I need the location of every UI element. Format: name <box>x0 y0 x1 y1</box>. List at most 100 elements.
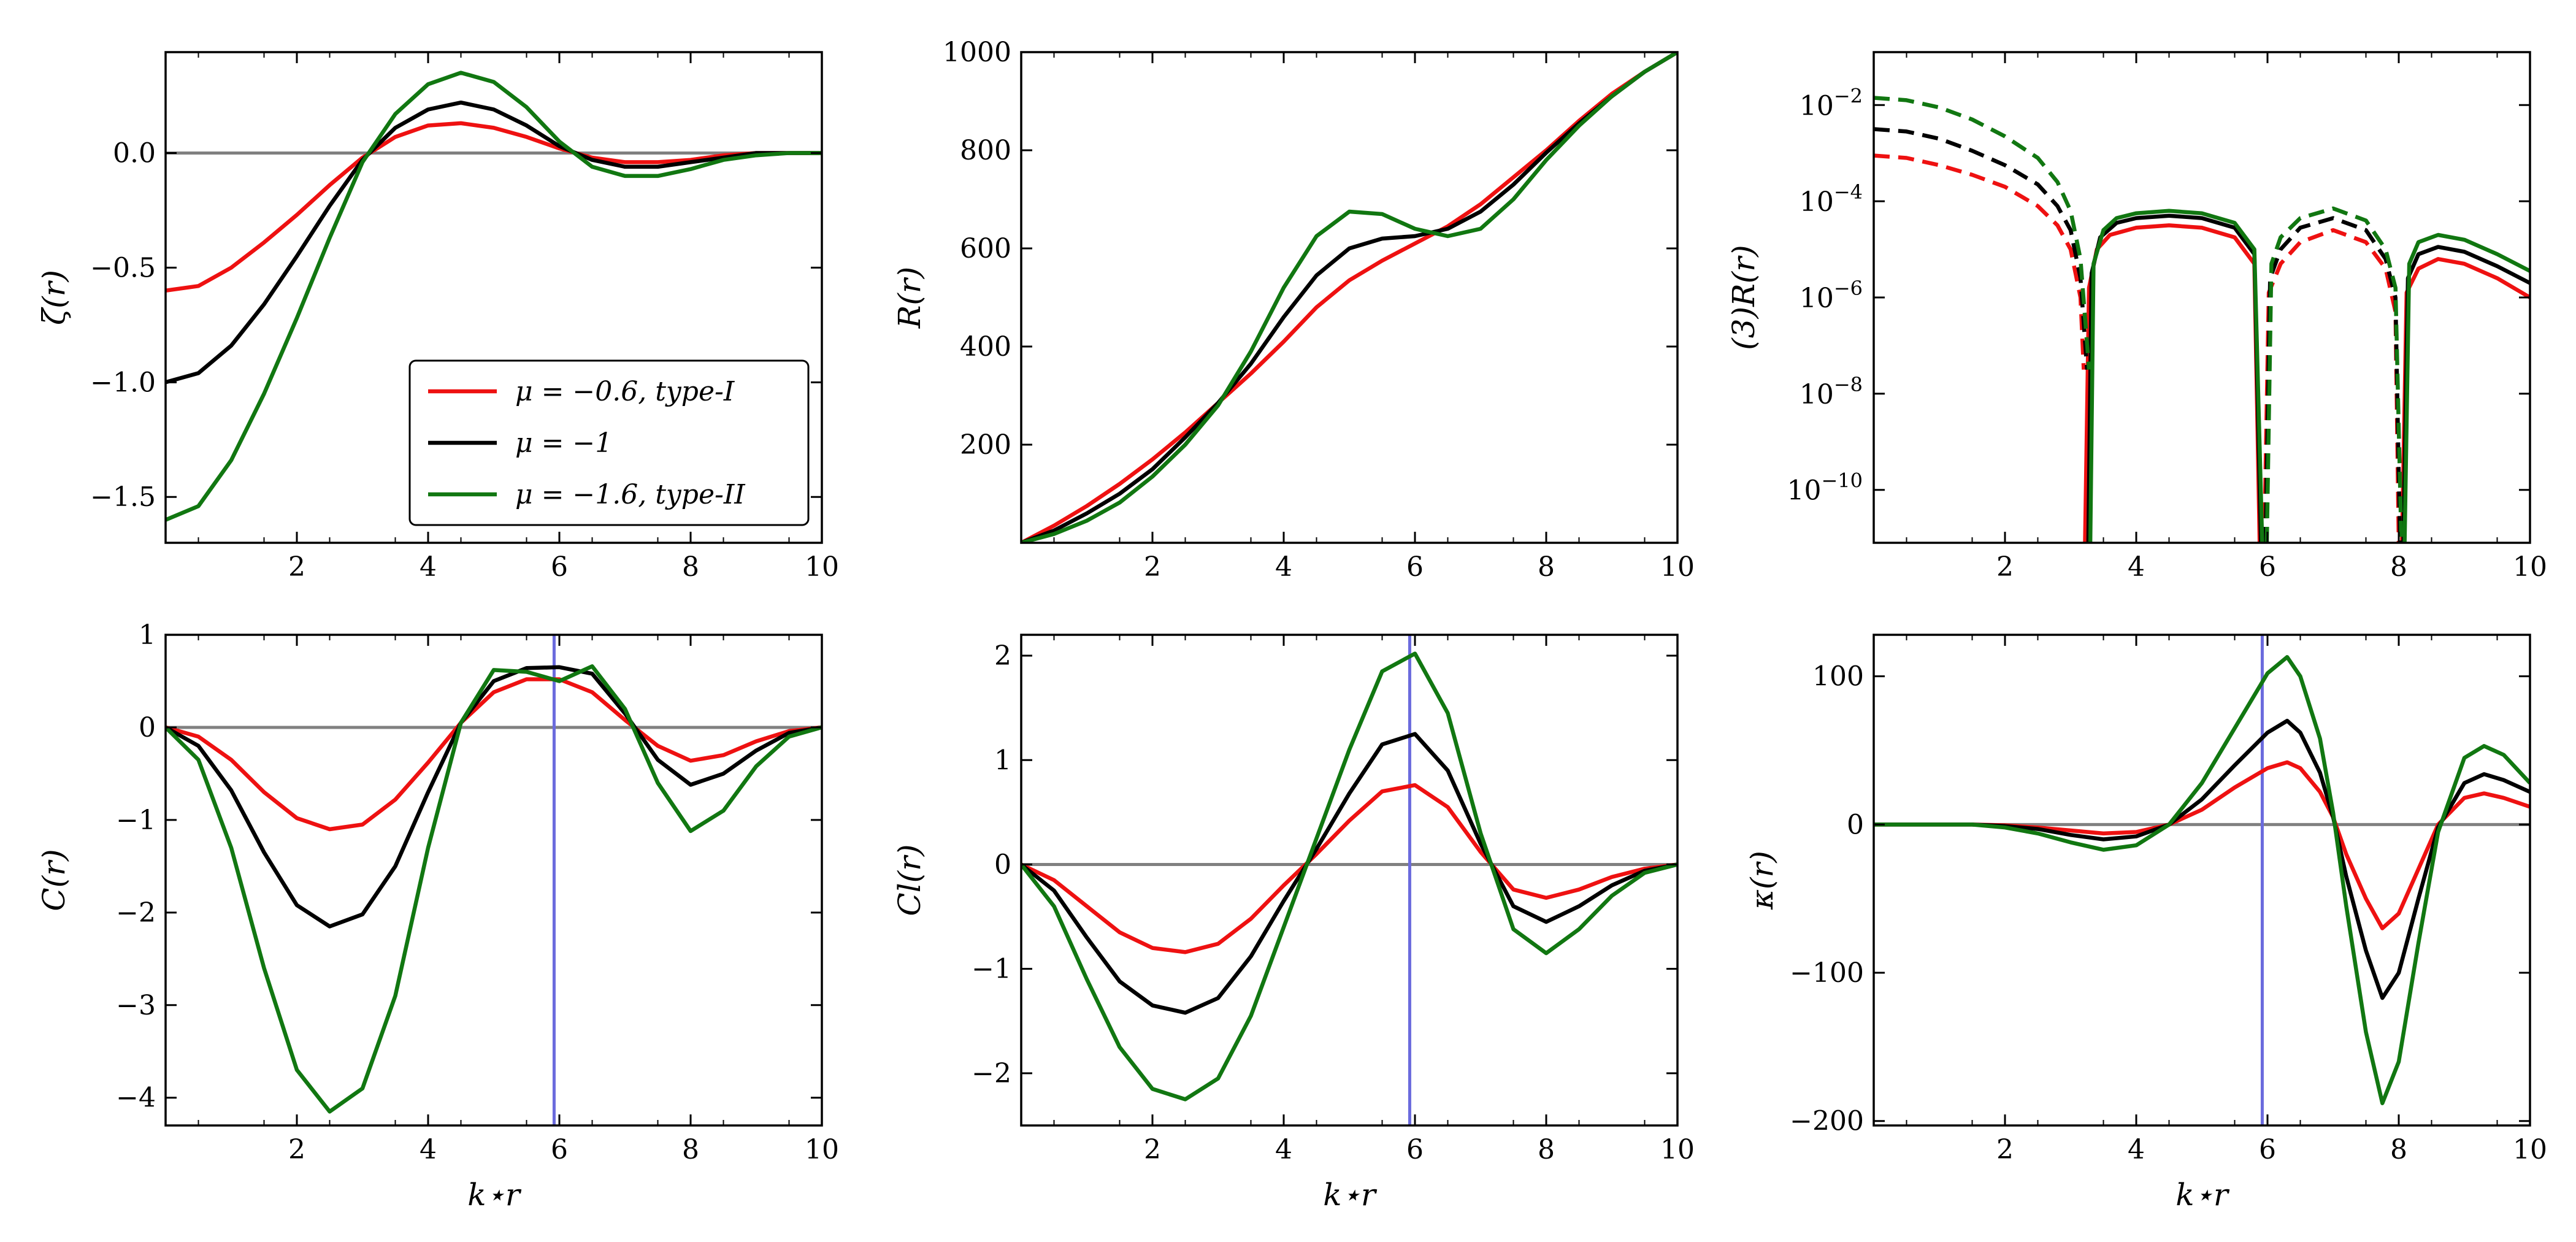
x-tick-label: 6 <box>2259 551 2276 583</box>
x-tick-label: 6 <box>551 1134 568 1165</box>
series-line-curvature3-1 <box>2083 223 2262 543</box>
series-line-curvature3-9 <box>2088 209 2264 543</box>
x-tick-label: 10 <box>805 551 839 583</box>
x-tick-label: 4 <box>1275 1134 1292 1165</box>
plot-area <box>1874 96 2530 543</box>
y-axis-label: R(r) <box>892 267 927 329</box>
x-axis-label: k⋆r <box>2175 1177 2230 1213</box>
series-line-curvature3-2 <box>2262 228 2401 543</box>
panel-curvature3: 2 4 6 8 10 10−2 10−4 10−6 10−8 10−10 (3)R(r) <box>1726 51 2547 583</box>
series-line-C-2 <box>166 664 822 1114</box>
y-tick-label: 800 <box>960 135 1011 166</box>
y-tick-label: −1 <box>116 805 156 836</box>
y-tick-label: 600 <box>960 233 1011 264</box>
x-tick-label: 10 <box>2513 1134 2547 1165</box>
series-line-curvature3-10 <box>2264 206 2404 543</box>
y-axis-label: (3)R(r) <box>1726 245 1761 350</box>
axes-frame <box>1020 634 1679 1127</box>
series-line-curvature3-8 <box>1874 96 2091 370</box>
y-tick-label: −3 <box>116 990 156 1021</box>
y-tick-label: −0.5 <box>90 252 156 283</box>
x-tick-label: 10 <box>2513 551 2547 583</box>
x-tick-label: 6 <box>2259 1134 2276 1165</box>
x-tick-label: 6 <box>551 551 568 583</box>
axes-frame <box>1020 51 1679 544</box>
series-line-R-2 <box>1021 52 1677 543</box>
x-axis-label: k⋆r <box>1323 1177 1378 1213</box>
plot-area <box>1021 52 1677 543</box>
x-axis-label: k⋆r <box>467 1177 522 1213</box>
x-tick-label: 2 <box>288 1134 305 1165</box>
x-tick-label: 4 <box>1275 551 1292 583</box>
y-tick-label: 1 <box>139 619 156 651</box>
series-line-kappa-1 <box>1874 718 2530 1000</box>
y-tick-label: 10−10 <box>1787 469 1863 507</box>
legend-entry: μ = −1.6, type-II <box>515 479 746 510</box>
x-tick-label: 4 <box>420 551 437 583</box>
x-tick-label: 6 <box>1406 1134 1424 1165</box>
x-tick-label: 10 <box>1660 1134 1695 1165</box>
x-tick-label: 8 <box>1538 551 1555 583</box>
series-line-curvature3-4 <box>1874 127 2090 370</box>
x-tick-label: 8 <box>682 1134 699 1165</box>
y-tick-label: −1 <box>972 954 1011 985</box>
x-tick-label: 6 <box>1406 551 1424 583</box>
series-line-R-1 <box>1021 52 1677 543</box>
series-line-zeta-2 <box>166 71 822 522</box>
x-tick-label: 10 <box>805 1134 839 1165</box>
series-line-Cl-0 <box>1021 783 1677 954</box>
panel-C: 2 4 6 8 10 −4 −3 −2 −1 0 1 C(r) k⋆r <box>36 619 839 1213</box>
x-tick-label: 4 <box>2128 551 2145 583</box>
y-tick-label: −1.5 <box>90 481 156 513</box>
y-tick-label: 1 <box>994 745 1011 776</box>
series-line-curvature3-6 <box>2263 216 2402 543</box>
x-tick-label: 2 <box>1144 1134 1161 1165</box>
axes-frame <box>164 51 823 544</box>
panel-R: 2 4 6 8 10 200 400 600 800 1000 R(r) <box>892 37 1695 583</box>
panel-kappa: 2 4 6 8 10 −200 −100 0 100 κ(r) k⋆r <box>1744 634 2547 1213</box>
y-tick-label: 0.0 <box>113 137 156 169</box>
plot-area <box>1874 635 2530 1125</box>
axes-frame <box>1873 634 2531 1127</box>
series-line-kappa-2 <box>1874 655 2530 1105</box>
y-tick-label: 200 <box>960 429 1011 461</box>
series-line-Cl-2 <box>1021 651 1677 1102</box>
x-tick-label: 2 <box>288 551 305 583</box>
axes-frame <box>1873 51 2531 544</box>
y-tick-exponent: −2 <box>1834 84 1863 107</box>
y-tick-label: 10−8 <box>1800 373 1863 410</box>
y-tick-exponent: −6 <box>1834 277 1863 300</box>
axes-frame <box>164 634 823 1127</box>
x-tick-label: 2 <box>1144 551 1161 583</box>
panel-Cl: 2 4 6 8 10 −2 −1 0 1 2 Cl(r) k⋆r <box>892 634 1695 1213</box>
y-tick-label: 0 <box>994 849 1011 880</box>
panel-zeta: 2 4 6 8 10 −1.5 −1.0 −0.5 0.0 ζ(r) μ = −0.6, type-… <box>36 51 839 583</box>
y-tick-label: −2 <box>972 1058 1011 1089</box>
series-line-curvature3-5 <box>2086 213 2263 543</box>
legend-entry: μ = −1 <box>515 427 612 459</box>
series-line-zeta-0 <box>166 121 822 293</box>
series-line-C-0 <box>166 677 822 832</box>
plot-area <box>1021 635 1677 1125</box>
y-tick-label: −100 <box>1790 957 1864 989</box>
legend: μ = −0.6, type-I μ = −1 μ = −1.6, type-II <box>408 359 810 526</box>
y-tick-label: 0 <box>139 712 156 743</box>
y-tick-label: −4 <box>116 1083 156 1114</box>
y-tick-label: 2 <box>994 640 1011 672</box>
y-tick-label: 0 <box>1847 809 1864 840</box>
series-line-curvature3-0 <box>1874 153 2086 370</box>
x-tick-label: 8 <box>2390 551 2407 583</box>
y-tick-label: 10−2 <box>1800 84 1863 121</box>
x-tick-label: 10 <box>1660 551 1695 583</box>
x-tick-label: 8 <box>1538 1134 1555 1165</box>
legend-frame <box>408 359 810 526</box>
y-tick-label: 400 <box>960 331 1011 362</box>
y-axis-label: Cl(r) <box>892 844 927 916</box>
y-tick-label: −1.0 <box>90 367 156 398</box>
y-axis-label: ζ(r) <box>36 270 72 325</box>
x-tick-label: 2 <box>1996 1134 2014 1165</box>
x-tick-label: 8 <box>2390 1134 2407 1165</box>
y-axis-label: κ(r) <box>1744 851 1780 910</box>
y-tick-label: −200 <box>1790 1106 1864 1137</box>
